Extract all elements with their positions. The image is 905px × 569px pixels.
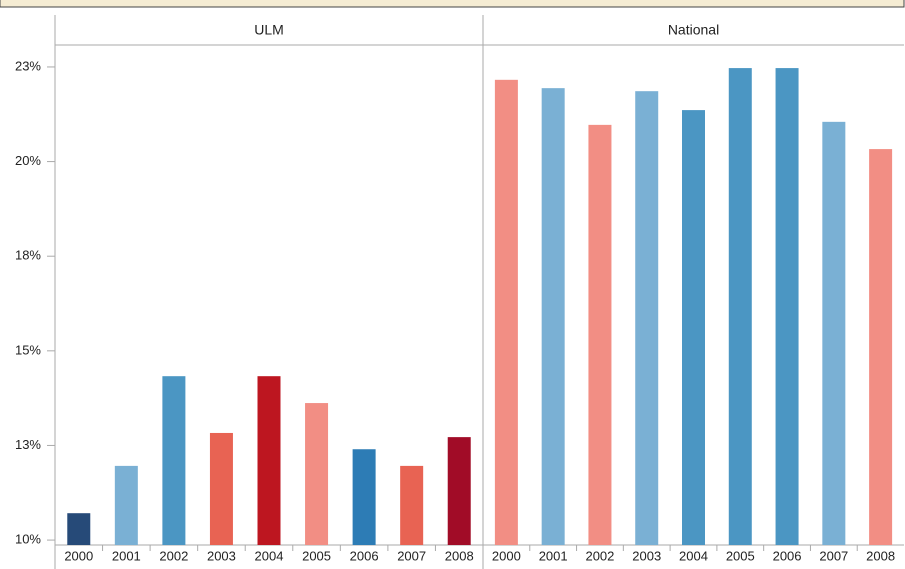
x-tick-label: 2002 [585,548,614,563]
bar [682,110,705,545]
x-tick-label: 2007 [397,548,426,563]
bar [869,149,893,545]
x-tick-label: 2003 [207,548,236,563]
x-tick-label: 2006 [773,548,802,563]
bar [541,88,565,545]
x-tick-label: 2000 [64,548,93,563]
x-tick-label: 2001 [539,548,568,563]
bar [67,513,91,545]
y-tick-label: 15% [15,342,41,357]
x-tick-label: 2008 [445,548,474,563]
bar [588,124,612,545]
x-tick-label: 2005 [302,548,331,563]
bar [257,376,281,545]
x-tick-label: 2007 [819,548,848,563]
y-tick-label: 10% [15,532,41,547]
x-tick-label: 2002 [159,548,188,563]
y-tick-label: 20% [15,153,41,168]
x-tick-label: 2000 [492,548,521,563]
x-tick-label: 2005 [726,548,755,563]
x-tick-label: 2008 [866,548,895,563]
bar [635,91,659,546]
bar [822,121,846,546]
panel-title: National [668,22,719,38]
bar [775,68,799,546]
x-tick-label: 2004 [679,548,708,563]
bar [728,68,752,546]
y-tick-label: 13% [15,437,41,452]
bar [352,449,376,545]
bar [209,432,233,545]
x-tick-label: 2001 [112,548,141,563]
bar [114,465,138,545]
bar [400,465,424,545]
y-tick-label: 18% [15,248,41,263]
y-tick-label: 23% [15,58,41,73]
bar [305,403,329,545]
bar [494,79,518,545]
x-tick-label: 2004 [255,548,284,563]
bar [447,437,471,545]
title-bar [0,0,905,8]
x-tick-label: 2003 [632,548,661,563]
panel-title: ULM [254,22,284,38]
x-tick-label: 2006 [350,548,379,563]
bar [162,376,186,545]
